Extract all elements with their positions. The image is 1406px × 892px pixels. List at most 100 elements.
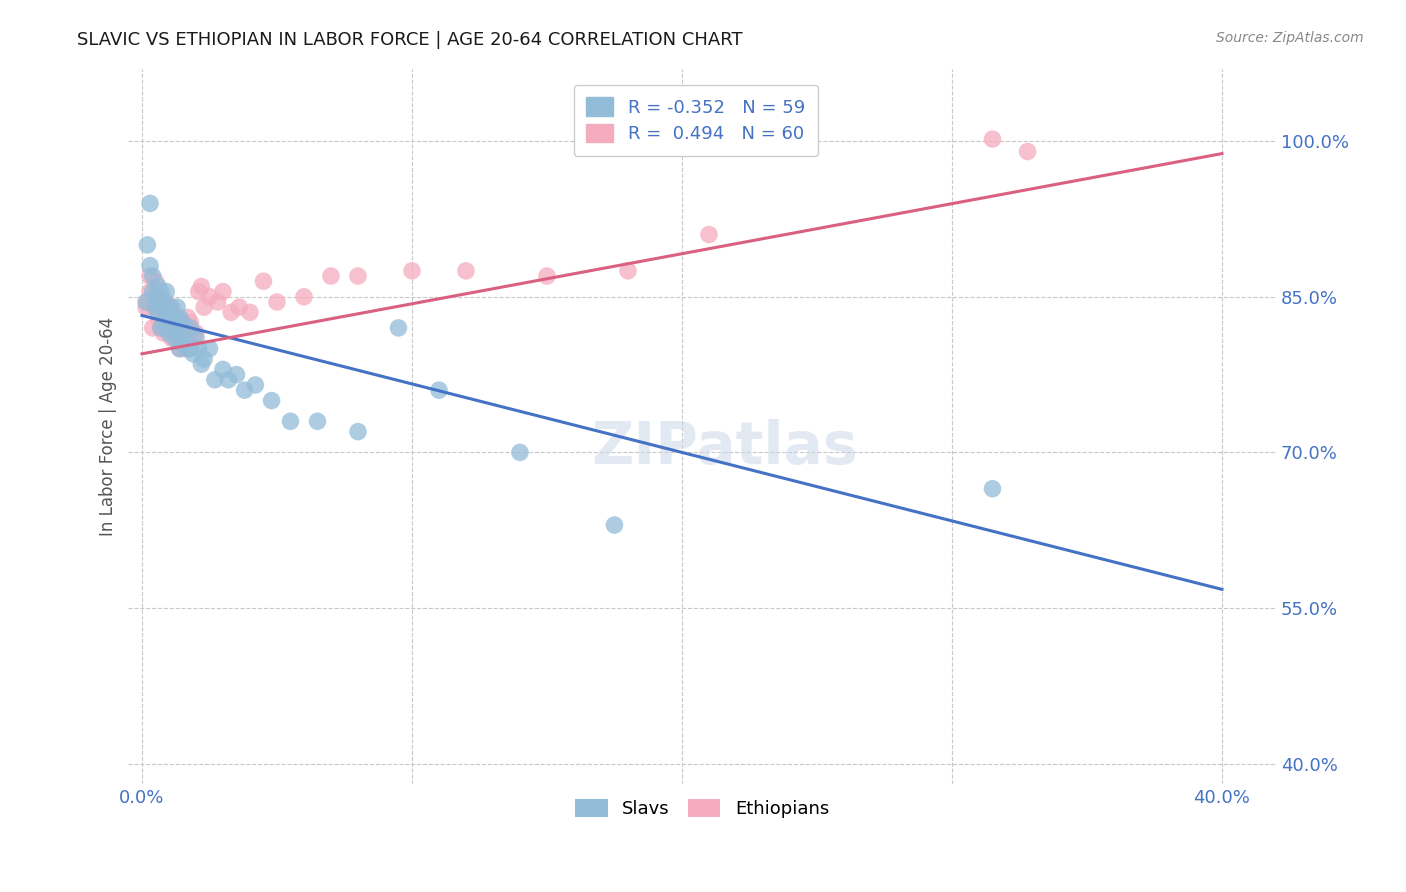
- Point: [347, 268, 370, 283]
- Point: [157, 326, 180, 340]
- Point: [142, 268, 165, 283]
- Point: [152, 295, 174, 310]
- Point: [142, 321, 165, 335]
- Point: [145, 290, 167, 304]
- Point: [149, 285, 172, 299]
- Point: [981, 132, 1004, 146]
- Point: [145, 274, 167, 288]
- Point: [252, 274, 274, 288]
- Point: [280, 414, 302, 428]
- Point: [180, 316, 202, 330]
- Point: [198, 342, 221, 356]
- Point: [217, 373, 239, 387]
- Point: [190, 357, 212, 371]
- Point: [180, 342, 202, 356]
- Point: [149, 321, 172, 335]
- Point: [169, 342, 191, 356]
- Point: [172, 326, 194, 340]
- Point: [142, 285, 165, 299]
- Point: [135, 300, 157, 314]
- Point: [160, 331, 183, 345]
- Point: [387, 321, 409, 335]
- Point: [149, 321, 172, 335]
- Point: [187, 285, 209, 299]
- Point: [225, 368, 247, 382]
- Point: [152, 316, 174, 330]
- Point: [142, 300, 165, 314]
- Point: [166, 331, 188, 345]
- Legend: Slavs, Ethiopians: Slavs, Ethiopians: [568, 792, 837, 825]
- Point: [169, 342, 191, 356]
- Point: [163, 326, 186, 340]
- Point: [166, 310, 188, 325]
- Point: [180, 321, 202, 335]
- Point: [160, 300, 183, 314]
- Point: [228, 300, 250, 314]
- Point: [266, 295, 288, 310]
- Point: [152, 326, 174, 340]
- Point: [174, 331, 197, 345]
- Point: [204, 373, 226, 387]
- Point: [603, 518, 626, 533]
- Point: [136, 295, 159, 310]
- Point: [145, 290, 167, 304]
- Point: [187, 342, 209, 356]
- Point: [146, 305, 169, 319]
- Point: [160, 321, 183, 335]
- Point: [307, 414, 329, 428]
- Point: [146, 290, 169, 304]
- Point: [319, 268, 342, 283]
- Point: [146, 310, 169, 325]
- Point: [509, 445, 531, 459]
- Point: [166, 326, 188, 340]
- Point: [139, 285, 162, 299]
- Point: [139, 268, 162, 283]
- Point: [212, 362, 235, 376]
- Point: [401, 264, 423, 278]
- Point: [245, 378, 267, 392]
- Point: [155, 310, 177, 325]
- Point: [146, 279, 169, 293]
- Point: [617, 264, 640, 278]
- Y-axis label: In Labor Force | Age 20-64: In Labor Force | Age 20-64: [100, 317, 117, 536]
- Point: [198, 290, 221, 304]
- Point: [184, 326, 207, 340]
- Point: [174, 342, 197, 356]
- Point: [347, 425, 370, 439]
- Point: [239, 305, 262, 319]
- Point: [155, 285, 177, 299]
- Point: [697, 227, 720, 242]
- Text: Source: ZipAtlas.com: Source: ZipAtlas.com: [1216, 31, 1364, 45]
- Point: [219, 305, 242, 319]
- Point: [163, 310, 186, 325]
- Point: [454, 264, 477, 278]
- Point: [193, 352, 215, 367]
- Point: [166, 300, 188, 314]
- Point: [136, 238, 159, 252]
- Point: [155, 321, 177, 335]
- Point: [184, 331, 207, 345]
- Point: [149, 300, 172, 314]
- Point: [193, 300, 215, 314]
- Point: [157, 326, 180, 340]
- Text: SLAVIC VS ETHIOPIAN IN LABOR FORCE | AGE 20-64 CORRELATION CHART: SLAVIC VS ETHIOPIAN IN LABOR FORCE | AGE…: [77, 31, 742, 49]
- Point: [177, 310, 200, 325]
- Point: [139, 259, 162, 273]
- Point: [536, 268, 558, 283]
- Point: [207, 295, 229, 310]
- Point: [157, 300, 180, 314]
- Point: [212, 285, 235, 299]
- Point: [157, 305, 180, 319]
- Point: [190, 279, 212, 293]
- Point: [181, 347, 204, 361]
- Point: [292, 290, 315, 304]
- Point: [981, 482, 1004, 496]
- Point: [172, 336, 194, 351]
- Point: [233, 383, 256, 397]
- Point: [155, 295, 177, 310]
- Point: [181, 326, 204, 340]
- Point: [260, 393, 283, 408]
- Point: [427, 383, 450, 397]
- Point: [135, 295, 157, 310]
- Point: [163, 331, 186, 345]
